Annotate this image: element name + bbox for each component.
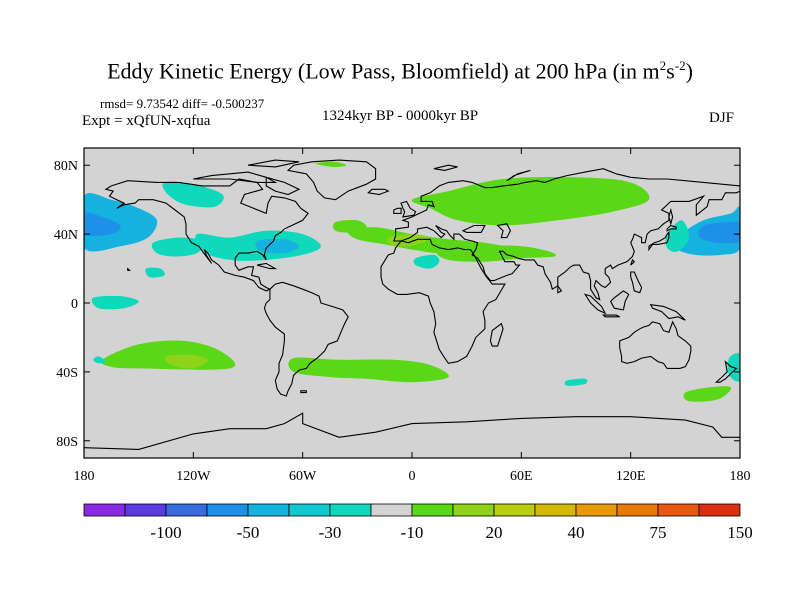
x-tick-label: 120W — [176, 469, 211, 484]
colorbar-box — [452, 503, 495, 517]
colorbar-box — [206, 503, 249, 517]
coastline-africa — [380, 238, 506, 364]
region-n-pacific-core-e — [698, 221, 740, 244]
region-ne-america-neg — [162, 181, 224, 208]
colorbar-label: -100 — [150, 523, 181, 542]
colorbar-box — [370, 503, 413, 517]
coastline-borneo — [609, 290, 630, 311]
coastline-antarctica — [84, 412, 740, 450]
colorbar-label: 40 — [568, 523, 585, 542]
coastline-hawaii — [127, 267, 132, 271]
coastline-black-sea — [461, 224, 486, 233]
anomaly-regions — [84, 161, 740, 402]
coastline-ellesmere — [247, 159, 300, 168]
colorbar-box — [124, 503, 167, 517]
colorbar-box — [288, 503, 331, 517]
colorbar-box — [329, 503, 372, 517]
colorbar-label: 75 — [650, 523, 667, 542]
colorbar-label: 150 — [727, 523, 753, 542]
region-mid-atlantic-pos — [332, 219, 367, 233]
chart-title: Eddy Kinetic Energy (Low Pass, Bloomfiel… — [107, 58, 693, 84]
coastline-cuba — [256, 262, 278, 270]
coastline-greenland — [286, 159, 377, 201]
x-tick-label: 180 — [74, 469, 95, 484]
colorbar-box — [247, 503, 290, 517]
colorbar-label: -30 — [319, 523, 342, 542]
coastline-new-guinea — [649, 304, 686, 321]
coastline-falklands — [300, 390, 307, 394]
colorbar: -100 -50 -30 -10 20 40 75 150 — [83, 503, 753, 542]
region-india-neg — [145, 267, 165, 278]
y-tick-label: 80S — [56, 435, 78, 450]
y-tick-label: 80N — [54, 159, 78, 174]
region-east-pacific-neg — [151, 237, 204, 257]
region-europe-pos — [411, 176, 650, 226]
region-n-africa-neg — [413, 254, 440, 269]
region-s-atlantic-pos — [288, 357, 449, 383]
coastlines — [84, 159, 740, 450]
x-tick-label: 180 — [730, 469, 751, 484]
coastline-madagascar — [489, 322, 504, 347]
coastline-north-america — [104, 178, 309, 292]
coastline-south-america — [263, 281, 349, 397]
experiment-label: Expt = xQfUN-xqfua — [82, 113, 211, 129]
colorbar-box — [165, 503, 208, 517]
region-greenland-pos — [315, 161, 347, 167]
coastline-java — [601, 314, 620, 318]
coastline-sumatra — [583, 293, 607, 315]
y-tick-label: 40N — [54, 228, 78, 243]
season-label: DJF — [709, 110, 735, 126]
coastline-iceland — [367, 188, 390, 196]
colorbar-label: -50 — [237, 523, 260, 542]
coastline-hokkaido — [666, 224, 677, 232]
colorbar-label: 20 — [486, 523, 503, 542]
coastline-caspian — [496, 223, 512, 239]
axis-ticks: 180 120W 60W 0 60E 120E 180 80N 40N 0 40S 80S — [54, 148, 751, 484]
coastline-novaya-zemlya — [506, 169, 531, 182]
coastline-australia — [619, 320, 692, 369]
coastline-svalbard — [433, 164, 458, 171]
x-tick-label: 0 — [409, 469, 416, 484]
colorbar-box — [493, 503, 536, 517]
region-s-pacific-core — [164, 354, 208, 369]
coastline-eurasia — [393, 168, 740, 301]
colorbar-box — [616, 503, 659, 517]
coastline-kamchatka-sakhalin — [668, 207, 674, 226]
coastline-philippines — [630, 271, 643, 294]
coastline-taiwan — [630, 258, 636, 266]
coastline-new-zealand — [714, 360, 738, 383]
coastline-baffin — [265, 176, 301, 196]
y-tick-label: 40S — [56, 366, 78, 381]
colorbar-box — [83, 503, 126, 517]
coastline-japan — [648, 231, 670, 252]
colorbar-box — [411, 503, 454, 517]
region-s-pacific-neg — [93, 356, 106, 364]
period-label: 1324kyr BP - 0000kyr BP — [322, 108, 479, 124]
rmsd-diff-text: rmsd= 9.73542 diff= -0.500237 — [100, 96, 265, 111]
region-n-pacific-negative — [84, 193, 158, 252]
colorbar-box — [575, 503, 618, 517]
region-tasman-pos — [683, 386, 732, 402]
region-mediterranean-core — [387, 234, 431, 247]
coastline-ireland — [393, 207, 402, 214]
colorbar-box — [534, 503, 577, 517]
coastline-sri-lanka — [557, 284, 563, 294]
colorbar-label: -10 — [401, 523, 424, 542]
x-tick-label: 60E — [510, 469, 533, 484]
region-c-pacific-neg — [91, 295, 139, 310]
y-tick-label: 0 — [71, 297, 78, 312]
region-n-pacific-negative-core — [84, 212, 121, 237]
x-tick-label: 60W — [289, 469, 317, 484]
colorbar-box — [657, 503, 700, 517]
colorbar-box — [698, 503, 741, 517]
x-tick-label: 120E — [616, 469, 646, 484]
coastline-uk — [400, 200, 417, 218]
region-s-indian-neg — [564, 378, 588, 386]
region-w-pacific-edge — [665, 220, 690, 252]
